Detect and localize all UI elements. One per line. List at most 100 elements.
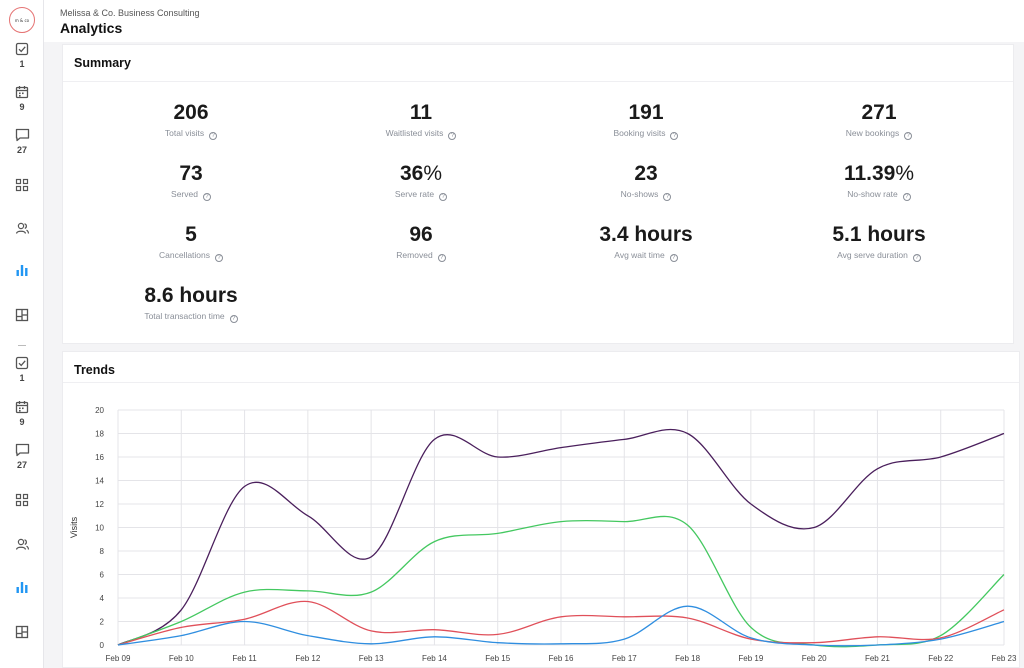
page-title: Analytics	[60, 20, 123, 36]
help-icon[interactable]: ?	[229, 315, 238, 323]
y-tick-label: 18	[95, 430, 104, 439]
summary-title: Summary	[74, 56, 131, 70]
help-icon[interactable]: ?	[215, 254, 224, 262]
sidebar-item-layout[interactable]	[0, 308, 44, 322]
company-logo[interactable]: m & co	[9, 7, 35, 33]
help-icon[interactable]: ?	[437, 254, 446, 262]
help-icon[interactable]: ?	[209, 132, 218, 140]
y-tick-label: 10	[95, 524, 104, 533]
metric-label-text: Served	[171, 189, 198, 199]
x-tick-label: Feb 18	[675, 654, 700, 663]
sidebar-count-calendar-2: 9	[19, 417, 25, 427]
sidebar-item-calendar[interactable]: 9	[0, 85, 44, 112]
y-tick-label: 6	[100, 571, 105, 580]
metric-label: Cancellations?	[71, 250, 311, 262]
metric-label-text: Serve rate	[394, 189, 435, 199]
calendar-icon	[15, 86, 29, 99]
people-icon	[15, 222, 29, 234]
sidebar-item-analytics[interactable]	[0, 263, 44, 277]
metric-label: No-show rate?	[759, 189, 999, 201]
metric-number: 191	[628, 101, 664, 124]
metric-value: 206	[71, 101, 311, 125]
metric: 11.39% No-show rate?	[759, 162, 999, 201]
y-tick-label: 16	[95, 453, 104, 462]
trends-divider	[63, 382, 1019, 383]
sidebar-item-tasks[interactable]: 1	[0, 42, 44, 69]
metric-number: 5	[185, 223, 197, 246]
metric-label: No-shows?	[526, 189, 766, 201]
bar-chart-icon	[16, 582, 28, 593]
metric: 8.6 hours Total transaction time?	[71, 284, 311, 323]
x-tick-label: Feb 19	[738, 654, 763, 663]
help-icon[interactable]: ?	[439, 193, 448, 201]
sidebar-item-calendar-2[interactable]: 9	[0, 400, 44, 427]
series-line-4	[117, 605, 1005, 647]
metric-value: 36%	[301, 162, 541, 186]
metric-label: Waitlisted visits?	[301, 128, 541, 140]
trends-card: Trends	[62, 351, 1020, 668]
sidebar-item-people-2[interactable]	[0, 537, 44, 551]
series-line-3	[117, 600, 1005, 646]
metric-value: 8.6 hours	[71, 284, 311, 308]
metric-label-text: Avg serve duration	[837, 250, 908, 260]
sidebar-item-tasks-2[interactable]: 1	[0, 356, 44, 383]
metric-number: 73	[179, 162, 203, 185]
metric-number: 271	[861, 101, 897, 124]
sidebar-item-layout-2[interactable]	[0, 625, 44, 639]
x-tick-label: Feb 23	[992, 654, 1017, 663]
metric: 73 Served?	[71, 162, 311, 201]
sidebar-item-analytics-2[interactable]	[0, 580, 44, 594]
metric-unit: %	[895, 162, 915, 185]
sidebar-count-messages: 27	[16, 145, 27, 155]
metric: 11 Waitlisted visits?	[301, 101, 541, 140]
y-tick-label: 8	[100, 547, 105, 556]
bar-chart-icon	[16, 265, 28, 276]
x-tick-label: Feb 14	[422, 654, 447, 663]
help-icon[interactable]: ?	[902, 193, 911, 201]
metric-label: Served?	[71, 189, 311, 201]
metric-value: 96	[301, 223, 541, 247]
people-icon	[15, 538, 29, 550]
sidebar-item-apps[interactable]	[0, 178, 44, 192]
metric: 96 Removed?	[301, 223, 541, 262]
sidebar-item-messages[interactable]: 27	[0, 128, 44, 155]
sidebar-item-people[interactable]	[0, 221, 44, 235]
chat-icon	[15, 128, 29, 142]
y-tick-label: 14	[95, 477, 104, 486]
metric-label-text: Total transaction time	[144, 311, 225, 321]
help-icon[interactable]: ?	[904, 132, 913, 140]
y-axis-label: Visits	[69, 516, 79, 538]
logo-text: m & co	[14, 18, 30, 23]
metric-label-text: Cancellations	[158, 250, 211, 260]
help-icon[interactable]: ?	[448, 132, 457, 140]
layout-icon	[15, 625, 29, 639]
metric-label: New bookings?	[759, 128, 999, 140]
metric-label: Total transaction time?	[71, 311, 311, 323]
metric-label-text: Removed	[396, 250, 433, 260]
help-icon[interactable]: ?	[670, 132, 679, 140]
metric: 5 Cancellations?	[71, 223, 311, 262]
sidebar-item-messages-2[interactable]: 27	[0, 443, 44, 470]
metric-number: 11	[409, 101, 433, 124]
y-tick-label: 2	[100, 618, 105, 627]
trends-title: Trends	[74, 363, 115, 377]
metric-label-text: Total visits	[164, 128, 205, 138]
page-header: Melissa & Co. Business Consulting Analyt…	[44, 0, 1024, 42]
help-icon[interactable]: ?	[202, 193, 211, 201]
help-icon[interactable]: ?	[669, 254, 678, 262]
x-tick-label: Feb 11	[232, 654, 257, 663]
checkbox-icon	[15, 42, 29, 56]
metric-number: 36	[399, 162, 424, 185]
metric: 191 Booking visits?	[526, 101, 766, 140]
company-name: Melissa & Co. Business Consulting	[60, 8, 200, 18]
sidebar-item-apps-2[interactable]	[0, 493, 44, 507]
trends-line-chart: 0 2 4 6 8 10 12 14 16 18 20 Feb 09 Feb 10 Feb 11 Feb 1…	[69, 406, 1017, 663]
x-tick-label: Feb 12	[295, 654, 320, 663]
y-tick-label: 12	[95, 500, 104, 509]
x-tick-label: Feb 17	[612, 654, 637, 663]
help-icon[interactable]: ?	[663, 193, 672, 201]
sidebar-count-tasks: 1	[19, 59, 25, 69]
metric: 206 Total visits?	[71, 101, 311, 140]
y-tick-label: 4	[100, 594, 105, 603]
help-icon[interactable]: ?	[912, 254, 921, 262]
